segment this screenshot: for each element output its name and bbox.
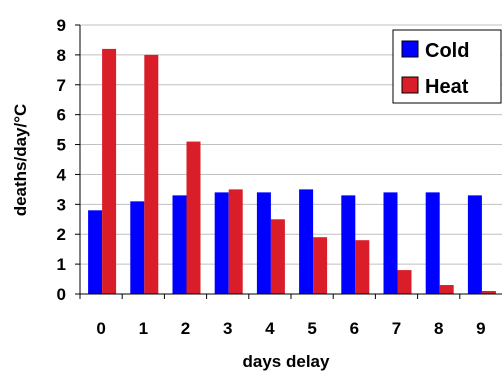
bar-cold-8	[425, 192, 440, 294]
x-tick-label: 6	[350, 319, 359, 338]
x-tick-label: 8	[434, 319, 443, 338]
bar-heat-0	[102, 48, 117, 295]
x-tick-label: 7	[392, 319, 401, 338]
y-tick-label: 3	[57, 195, 66, 214]
bar-cold-5	[299, 189, 314, 294]
y-tick-label: 1	[57, 255, 66, 274]
y-tick-label: 7	[57, 76, 66, 95]
tick-labels: 0 1 2 3 4 5 6 7 8 9 0 1 2 3 4 5 6 7 8 9	[57, 16, 486, 338]
y-tick-label: 6	[57, 106, 66, 125]
legend: Cold Heat	[392, 29, 502, 104]
bar-cold-1	[130, 201, 145, 294]
y-tick-label: 8	[57, 46, 66, 65]
bar-cold-0	[88, 210, 103, 294]
bar-cold-7	[383, 192, 398, 294]
y-tick-label: 4	[57, 165, 67, 184]
bar-cold-6	[341, 195, 356, 294]
bar-heat-2	[186, 141, 201, 294]
x-tick-label: 0	[96, 319, 105, 338]
y-tick-label: 2	[57, 225, 66, 244]
x-tick-label: 9	[476, 319, 485, 338]
bars	[88, 48, 496, 295]
bar-heat-7	[397, 270, 412, 294]
legend-label-heat: Heat	[425, 76, 469, 98]
legend-swatch-heat	[401, 76, 419, 94]
x-axis-title: days delay	[243, 352, 330, 371]
bar-cold-3	[214, 192, 229, 294]
bar-heat-4	[270, 219, 285, 294]
legend-swatch-cold	[401, 40, 419, 58]
y-axis-title: deaths/day/°C	[11, 104, 30, 217]
axes	[75, 24, 502, 299]
bar-heat-8	[439, 285, 454, 294]
bar-heat-5	[313, 237, 328, 294]
x-tick-label: 1	[139, 319, 148, 338]
y-tick-label: 0	[57, 285, 66, 304]
bar-cold-4	[256, 192, 271, 294]
bar-cold-9	[467, 195, 482, 294]
y-tick-label: 5	[57, 136, 66, 155]
bar-heat-9	[481, 291, 496, 294]
bar-heat-6	[355, 240, 370, 294]
x-tick-label: 2	[181, 319, 190, 338]
legend-label-cold: Cold	[425, 40, 469, 62]
bar-cold-2	[172, 195, 187, 294]
bar-heat-1	[144, 54, 159, 295]
x-tick-label: 3	[223, 319, 232, 338]
y-tick-label: 9	[57, 16, 66, 35]
bar-heat-3	[228, 189, 243, 294]
x-tick-label: 5	[307, 319, 316, 338]
x-tick-label: 4	[265, 319, 275, 338]
